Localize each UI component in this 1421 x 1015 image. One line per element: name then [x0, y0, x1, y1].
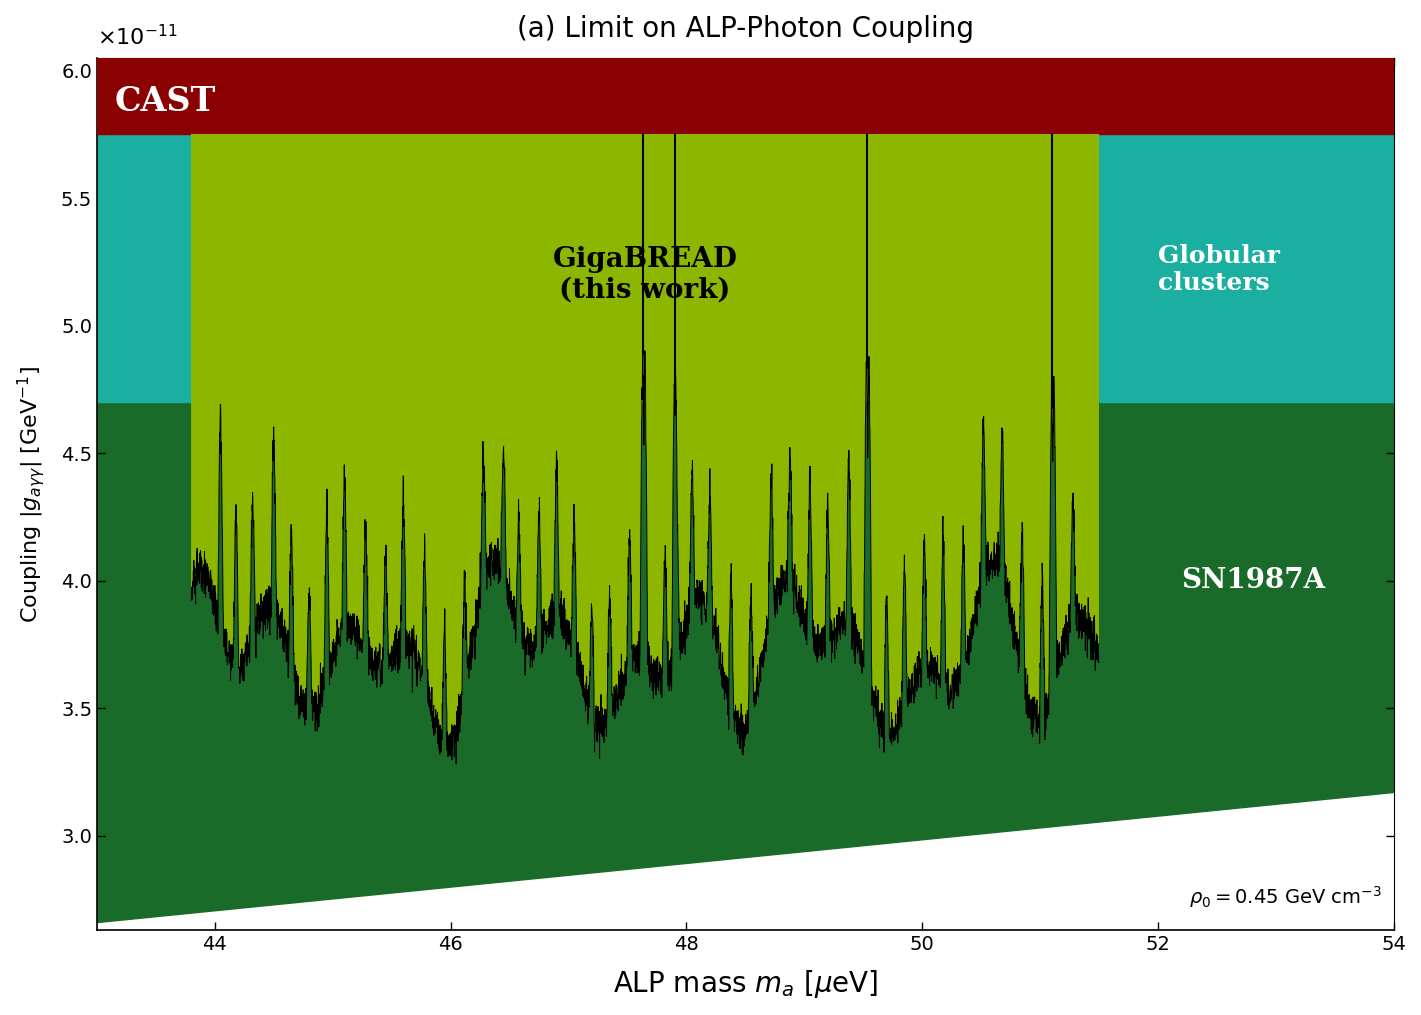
- Title: (a) Limit on ALP-Photon Coupling: (a) Limit on ALP-Photon Coupling: [517, 15, 973, 43]
- Y-axis label: Coupling $|g_{a\gamma\gamma}|$ [GeV$^{-1}$]: Coupling $|g_{a\gamma\gamma}|$ [GeV$^{-1…: [16, 365, 47, 622]
- Text: SN1987A: SN1987A: [1181, 567, 1326, 594]
- Text: Globular
clusters: Globular clusters: [1158, 244, 1280, 295]
- Polygon shape: [97, 58, 1394, 134]
- Polygon shape: [192, 344, 1098, 764]
- Polygon shape: [97, 58, 1394, 923]
- Text: $\rho_0 = 0.45$ GeV cm$^{-3}$: $\rho_0 = 0.45$ GeV cm$^{-3}$: [1189, 884, 1381, 909]
- Polygon shape: [97, 134, 192, 402]
- X-axis label: ALP mass $m_a$ [$\mu$eV]: ALP mass $m_a$ [$\mu$eV]: [612, 968, 878, 1000]
- Polygon shape: [192, 134, 1098, 402]
- Text: CAST: CAST: [115, 84, 216, 118]
- Polygon shape: [1098, 134, 1394, 402]
- Text: GigaBREAD
(this work): GigaBREAD (this work): [553, 246, 737, 303]
- Polygon shape: [192, 344, 1098, 764]
- Text: $\times 10^{-11}$: $\times 10^{-11}$: [97, 24, 178, 49]
